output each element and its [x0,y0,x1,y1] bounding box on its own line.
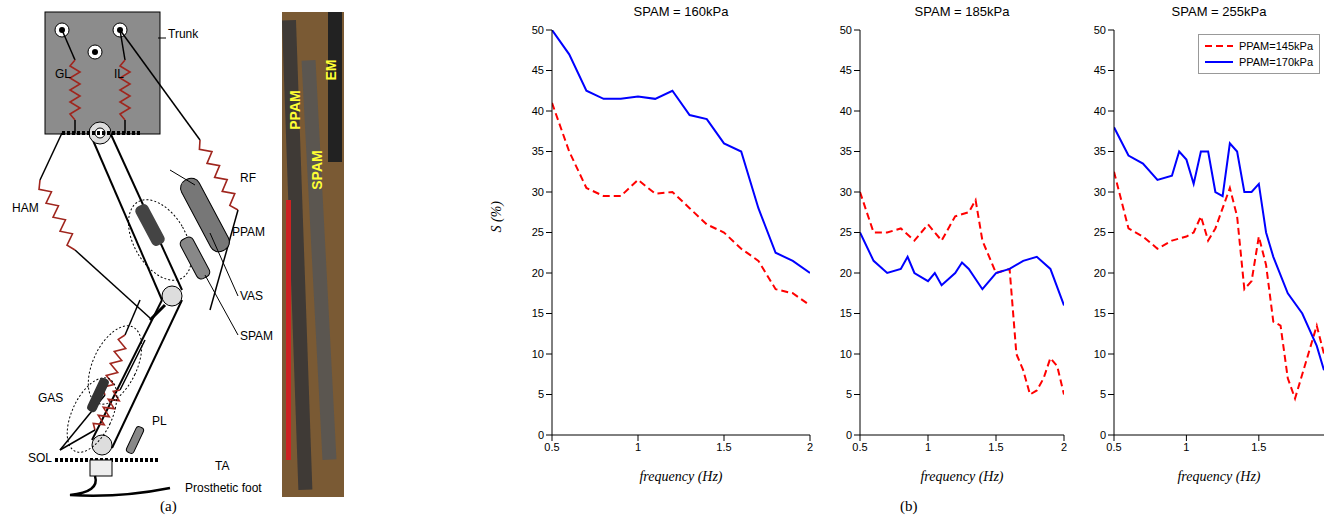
svg-text:0.5: 0.5 [544,441,559,453]
svg-text:10: 10 [1094,348,1106,360]
svg-text:Prosthetic foot: Prosthetic foot [185,481,262,495]
svg-text:frequency (Hz): frequency (Hz) [1177,469,1260,485]
html-text:SPAM = 185kPa: SPAM = 185kPa [914,4,1010,19]
svg-text:5: 5 [846,388,852,400]
svg-text:1.5: 1.5 [988,441,1003,453]
svg-text:20: 20 [1094,267,1106,279]
svg-text:35: 35 [1094,145,1106,157]
svg-text:0: 0 [538,429,544,441]
svg-text:20: 20 [532,267,544,279]
svg-text:50: 50 [840,24,852,36]
svg-text:15: 15 [532,307,544,319]
svg-text:15: 15 [840,307,852,319]
svg-text:PPAM: PPAM [232,225,265,239]
svg-text:10: 10 [532,348,544,360]
svg-text:40: 40 [532,105,544,117]
svg-text:2: 2 [1061,441,1067,453]
html-text:(b): (b) [900,498,918,514]
svg-text:1: 1 [925,441,931,453]
svg-text:35: 35 [840,145,852,157]
svg-text:1: 1 [635,441,641,453]
svg-text:30: 30 [840,186,852,198]
svg-text:1.5: 1.5 [1251,441,1266,453]
svg-text:1.5: 1.5 [716,441,731,453]
html-text:(a): (a) [160,498,177,514]
svg-text:15: 15 [1094,307,1106,319]
svg-text:45: 45 [532,64,544,76]
svg-text:25: 25 [1094,226,1106,238]
svg-text:RF: RF [240,171,256,185]
svg-text:GL: GL [55,67,71,81]
svg-text:PL: PL [152,414,167,428]
html-text:PPAM=145kPa: PPAM=145kPa [1238,40,1313,52]
svg-text:0.5: 0.5 [1106,441,1121,453]
svg-text:50: 50 [532,24,544,36]
html-text:SPAM = 255kPa: SPAM = 255kPa [1171,4,1267,19]
svg-text:45: 45 [1094,64,1106,76]
svg-text:25: 25 [532,226,544,238]
svg-text:20: 20 [840,267,852,279]
svg-text:0: 0 [846,429,852,441]
svg-text:SPAM: SPAM [240,329,273,343]
svg-text:5: 5 [538,388,544,400]
svg-text:0.5: 0.5 [852,441,867,453]
svg-text:SPAM: SPAM [309,150,325,189]
svg-text:2: 2 [807,441,813,453]
svg-text:45: 45 [840,64,852,76]
svg-text:Trunk: Trunk [168,27,199,41]
svg-text:PPAM: PPAM [287,90,303,129]
svg-text:frequency (Hz): frequency (Hz) [920,469,1003,485]
svg-text:40: 40 [840,105,852,117]
svg-text:5: 5 [1100,388,1106,400]
svg-text:EM: EM [323,60,339,81]
svg-text:1: 1 [1183,441,1189,453]
svg-text:SOL: SOL [28,451,52,465]
svg-text:30: 30 [532,186,544,198]
html-text:PPAM=170kPa: PPAM=170kPa [1238,56,1313,68]
svg-text:25: 25 [840,226,852,238]
svg-text:HAM: HAM [12,201,39,215]
svg-text:GAS: GAS [38,391,63,405]
svg-text:IL: IL [114,67,124,81]
svg-text:frequency (Hz): frequency (Hz) [639,469,722,485]
svg-text:TA: TA [215,459,229,473]
svg-text:0: 0 [1100,429,1106,441]
svg-text:10: 10 [840,348,852,360]
svg-text:50: 50 [1094,24,1106,36]
html-text:SPAM = 160kPa: SPAM = 160kPa [633,4,729,19]
svg-text:40: 40 [1094,105,1106,117]
svg-text:35: 35 [532,145,544,157]
svg-text:30: 30 [1094,186,1106,198]
svg-text:VAS: VAS [240,289,263,303]
svg-text:S (%): S (%) [489,201,505,233]
